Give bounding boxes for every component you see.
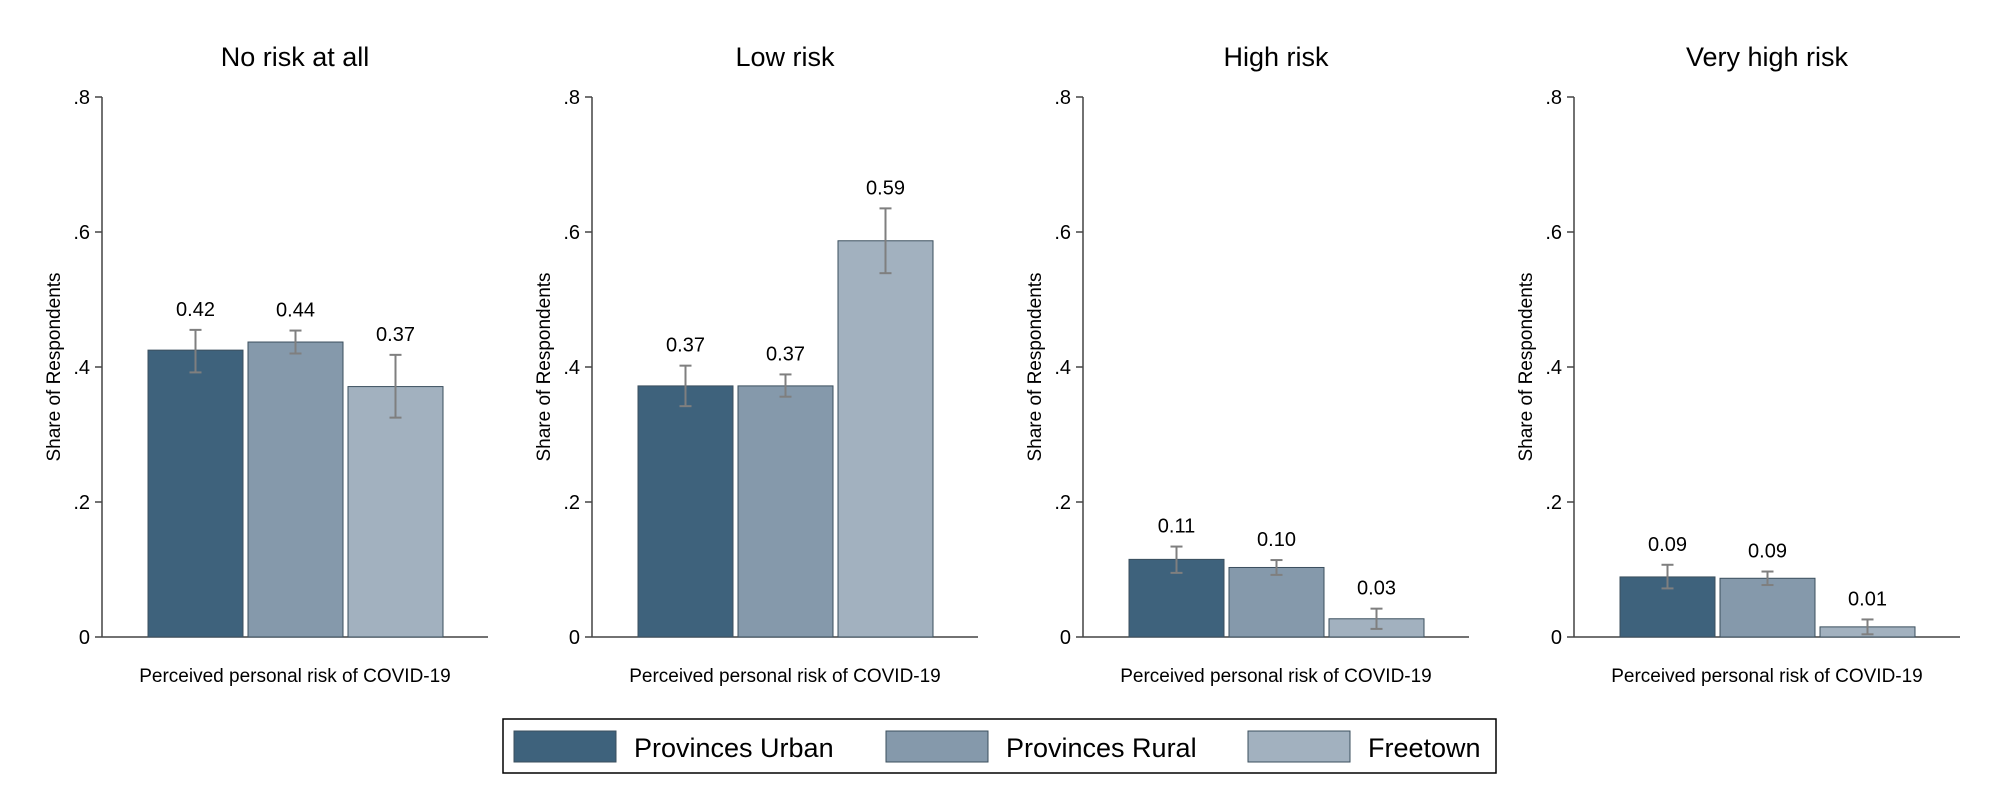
bar [1228,566,1325,638]
bar-value-label: 0.44 [276,300,315,322]
panel-title: High risk [1223,42,1329,72]
y-tick-label: .4 [563,357,580,379]
bar [247,341,344,638]
chart-panel: No risk at all 0 .2 .4 .6 .8 Share of Responde… [44,42,488,687]
y-tick-label: .4 [1054,357,1071,379]
bar-value-label: 0.09 [1648,534,1687,556]
chart-panel: Very high risk 0 .2 .4 .6 .8 Share of Responde… [1516,42,1960,687]
bar [147,349,244,638]
legend-swatch [1247,730,1351,763]
y-tick-label: 0 [1060,627,1071,649]
x-axis-title: Perceived personal risk of COVID-19 [629,666,941,687]
bar-value-label: 0.37 [766,343,805,365]
bar-value-label: 0.09 [1748,541,1787,563]
bar-value-label: 0.01 [1848,588,1887,610]
bar-value-label: 0.59 [866,177,905,199]
bar-value-label: 0.37 [376,324,415,346]
x-axis-title: Perceived personal risk of COVID-19 [139,666,451,687]
legend-label: Provinces Rural [1006,733,1197,763]
bar [837,240,934,638]
chart-panel: Low risk 0 .2 .4 .6 .8 Share of Respondents Per… [534,42,978,687]
bar-value-label: 0.11 [1158,516,1195,538]
bar [347,386,444,638]
legend-swatch [885,730,989,763]
y-tick-label: .2 [1054,492,1071,514]
y-tick-label: .2 [73,492,90,514]
x-axis-title: Perceived personal risk of COVID-19 [1120,666,1432,687]
chart-panels: No risk at all 0 .2 .4 .6 .8 Share of Responde… [44,42,1960,687]
y-axis-title: Share of Respondents [1025,272,1046,461]
bar [1719,577,1816,638]
bar-value-label: 0.03 [1357,578,1396,600]
y-tick-label: .6 [563,222,580,244]
y-tick-label: .6 [73,222,90,244]
legend-label: Freetown [1368,733,1481,763]
y-tick-label: .4 [73,357,90,379]
y-tick-label: 0 [79,627,90,649]
panel-title: No risk at all [221,42,370,72]
y-tick-label: .6 [1054,222,1071,244]
y-tick-label: .2 [563,492,580,514]
y-tick-label: .4 [1545,357,1562,379]
y-axis-title: Share of Respondents [1516,272,1537,461]
bar [737,385,834,638]
y-axis-title: Share of Respondents [534,272,555,461]
y-tick-label: .8 [1545,87,1562,109]
y-tick-label: .8 [73,87,90,109]
y-axis-title: Share of Respondents [44,272,65,461]
chart-panel: High risk 0 .2 .4 .6 .8 Share of Respondents Pe… [1025,42,1469,687]
bar [637,385,734,638]
bar-value-label: 0.10 [1257,529,1296,551]
y-tick-label: .6 [1545,222,1562,244]
y-tick-label: .8 [563,87,580,109]
legend-label: Provinces Urban [634,733,834,763]
panel-title: Low risk [735,42,835,72]
bar-value-label: 0.37 [666,335,705,357]
y-tick-label: 0 [569,627,580,649]
y-tick-label: .8 [1054,87,1071,109]
y-tick-label: 0 [1551,627,1562,649]
chart-legend: Provinces Urban Provinces Rural Freetown [502,718,1497,774]
bar-value-label: 0.42 [176,299,215,321]
x-axis-title: Perceived personal risk of COVID-19 [1611,666,1923,687]
y-tick-label: .2 [1545,492,1562,514]
legend-swatch [513,730,617,763]
panel-title: Very high risk [1686,42,1849,72]
